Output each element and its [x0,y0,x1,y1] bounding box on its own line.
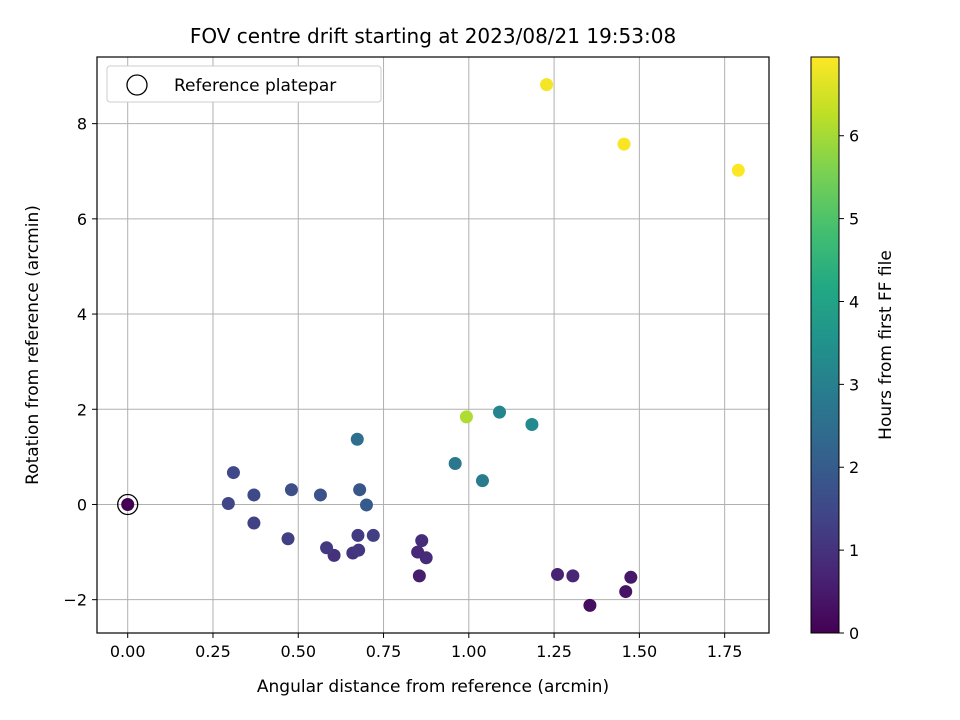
y-axis-label: Rotation from reference (arcmin) [23,205,43,485]
data-point [525,417,539,431]
data-point [448,457,462,471]
data-point [247,516,261,530]
x-tick-label: 1.00 [451,642,487,661]
data-point [540,78,554,92]
colorbar-label: Hours from first FF file [876,250,896,440]
legend-label: Reference platepar [174,76,336,96]
legend: Reference platepar [106,65,382,103]
x-tick-label: 0.00 [110,642,146,661]
x-tick-label: 1.50 [622,642,658,661]
y-tick-label: 4 [77,305,87,324]
x-tick-label: 0.75 [366,642,402,661]
data-point [731,163,745,177]
x-tick-label: 0.25 [195,642,231,661]
data-point [359,498,373,512]
data-point [619,585,633,599]
x-axis-ticks: 0.00 0.25 0.50 0.75 1.00 1.25 1.50 1.75 [110,633,743,661]
colorbar-tick-label: 2 [849,458,859,477]
colorbar-ticks: 0 1 2 3 4 5 6 [839,127,859,643]
x-tick-label: 1.25 [536,642,572,661]
data-point [121,497,135,511]
y-tick-label: 0 [77,495,87,514]
colorbar-tick-label: 3 [849,375,859,394]
data-point [566,569,580,583]
colorbar: 0 1 2 3 4 5 6 Hours from first FF file [810,56,896,643]
plot-frame [96,56,770,634]
legend-marker-icon [126,74,148,96]
data-point [475,474,489,488]
x-axis-label: Angular distance from reference (arcmin) [257,677,609,697]
data-point [411,545,425,559]
data-point [221,497,235,511]
colorbar-tick-label: 0 [849,624,859,643]
data-point [351,528,365,542]
chart-title: FOV centre drift starting at 2023/08/21 … [190,24,676,48]
data-point [583,598,597,612]
y-tick-label: 8 [77,115,87,134]
data-point [350,432,364,446]
data-point [459,410,473,424]
data-point [281,532,295,546]
data-point [313,488,327,502]
colorbar-tick-label: 6 [849,127,859,146]
data-point [617,137,631,151]
y-tick-label: −2 [63,591,87,610]
colorbar-tick-label: 4 [849,292,859,311]
y-axis-ticks: −2 0 2 4 6 8 [63,115,97,610]
x-tick-label: 0.50 [280,642,316,661]
data-point [624,570,638,584]
data-point [247,488,261,502]
y-tick-label: 6 [77,210,87,229]
legend-box [106,65,382,103]
data-point [320,541,334,555]
colorbar-tick-label: 1 [849,541,859,560]
grid-lines [97,57,769,633]
data-point [366,528,380,542]
data-point [284,483,298,497]
colorbar-gradient [810,56,840,634]
data-points [117,78,745,612]
data-point [226,466,240,480]
y-tick-label: 2 [77,400,87,419]
data-point [415,534,429,548]
data-point [353,483,367,497]
data-point [493,405,507,419]
x-tick-label: 1.75 [707,642,743,661]
data-point [551,567,565,581]
reference-platepar-marker [117,493,139,516]
colorbar-tick-label: 5 [849,210,859,229]
data-point [352,543,366,557]
data-point [412,569,426,583]
